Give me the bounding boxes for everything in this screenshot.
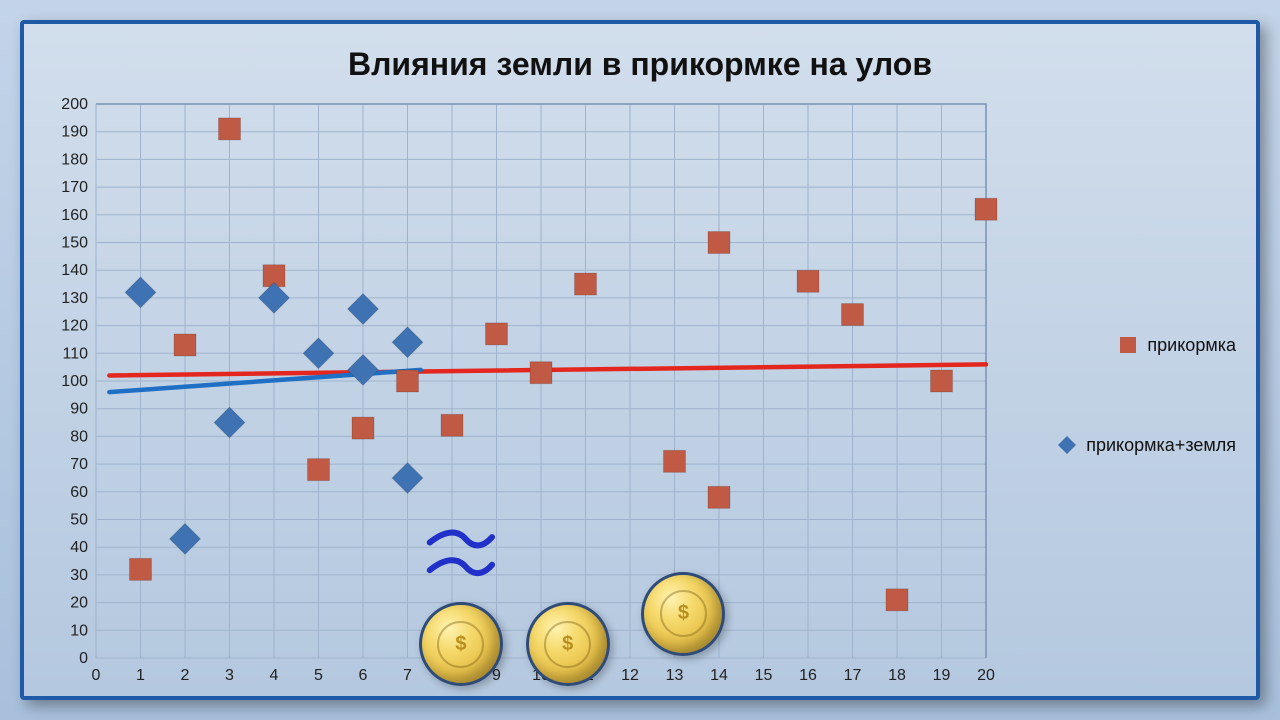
legend-item: прикормка	[1117, 334, 1236, 356]
coin-icon: $	[641, 572, 725, 656]
y-tick-label: 90	[70, 401, 88, 418]
marker-square	[797, 270, 819, 292]
y-tick-label: 150	[61, 235, 88, 252]
y-tick-label: 170	[61, 179, 88, 196]
marker-square	[174, 334, 196, 356]
y-tick-label: 10	[70, 622, 88, 639]
marker-diamond	[303, 338, 334, 369]
wave-decoration	[430, 560, 492, 573]
chart-panel: Влияния земли в прикормке на улов 012345…	[20, 20, 1260, 700]
y-tick-label: 120	[61, 318, 88, 335]
y-tick-label: 20	[70, 595, 88, 612]
x-tick-label: 17	[844, 667, 862, 684]
x-tick-label: 20	[977, 667, 995, 684]
x-tick-label: 6	[359, 667, 368, 684]
x-tick-label: 13	[666, 667, 684, 684]
y-tick-label: 180	[61, 151, 88, 168]
marker-square	[664, 450, 686, 472]
y-tick-label: 60	[70, 484, 88, 501]
marker-square	[575, 273, 597, 295]
x-tick-label: 1	[136, 667, 145, 684]
marker-square	[931, 370, 953, 392]
x-tick-label: 3	[225, 667, 234, 684]
y-tick-label: 70	[70, 456, 88, 473]
marker-square	[397, 370, 419, 392]
y-tick-label: 160	[61, 207, 88, 224]
y-tick-label: 30	[70, 567, 88, 584]
square-icon	[1117, 334, 1139, 356]
legend-label: прикормка+земля	[1086, 435, 1236, 456]
x-tick-label: 5	[314, 667, 323, 684]
marker-square	[130, 558, 152, 580]
plot-svg: 0123456789101112131415161718192001020304…	[96, 104, 986, 658]
y-tick-label: 80	[70, 428, 88, 445]
y-tick-label: 0	[79, 650, 88, 667]
marker-square	[219, 118, 241, 140]
legend-label: прикормка	[1147, 335, 1236, 356]
legend-item: прикормка+земля	[1056, 434, 1236, 456]
x-tick-label: 4	[270, 667, 279, 684]
coin-icon: $	[419, 602, 503, 686]
marker-square	[486, 323, 508, 345]
diamond-icon	[1056, 434, 1078, 456]
x-tick-label: 14	[710, 667, 728, 684]
marker-diamond	[170, 524, 201, 555]
x-tick-label: 18	[888, 667, 906, 684]
marker-square	[530, 362, 552, 384]
chart-title: Влияния земли в прикормке на улов	[24, 46, 1256, 83]
x-tick-label: 7	[403, 667, 412, 684]
x-tick-label: 12	[621, 667, 639, 684]
y-tick-label: 190	[61, 124, 88, 141]
x-tick-label: 0	[92, 667, 101, 684]
plot-area: 0123456789101112131415161718192001020304…	[96, 104, 986, 658]
y-tick-label: 200	[61, 96, 88, 113]
y-tick-label: 110	[62, 345, 88, 362]
marker-diamond	[214, 407, 245, 438]
x-tick-label: 16	[799, 667, 817, 684]
marker-square	[308, 459, 330, 481]
x-tick-label: 15	[755, 667, 773, 684]
marker-square	[441, 414, 463, 436]
marker-square	[352, 417, 374, 439]
marker-diamond	[125, 277, 156, 308]
y-tick-label: 140	[61, 262, 88, 279]
y-tick-label: 50	[70, 512, 88, 529]
marker-square	[975, 198, 997, 220]
marker-square	[708, 486, 730, 508]
x-tick-label: 2	[181, 667, 190, 684]
marker-square	[708, 232, 730, 254]
x-tick-label: 19	[933, 667, 951, 684]
marker-diamond	[392, 463, 423, 494]
wave-decoration	[430, 533, 492, 546]
y-tick-label: 100	[61, 373, 88, 390]
y-tick-label: 40	[70, 539, 88, 556]
marker-square	[842, 304, 864, 326]
marker-square	[886, 589, 908, 611]
coin-icon: $	[526, 602, 610, 686]
y-tick-label: 130	[61, 290, 88, 307]
